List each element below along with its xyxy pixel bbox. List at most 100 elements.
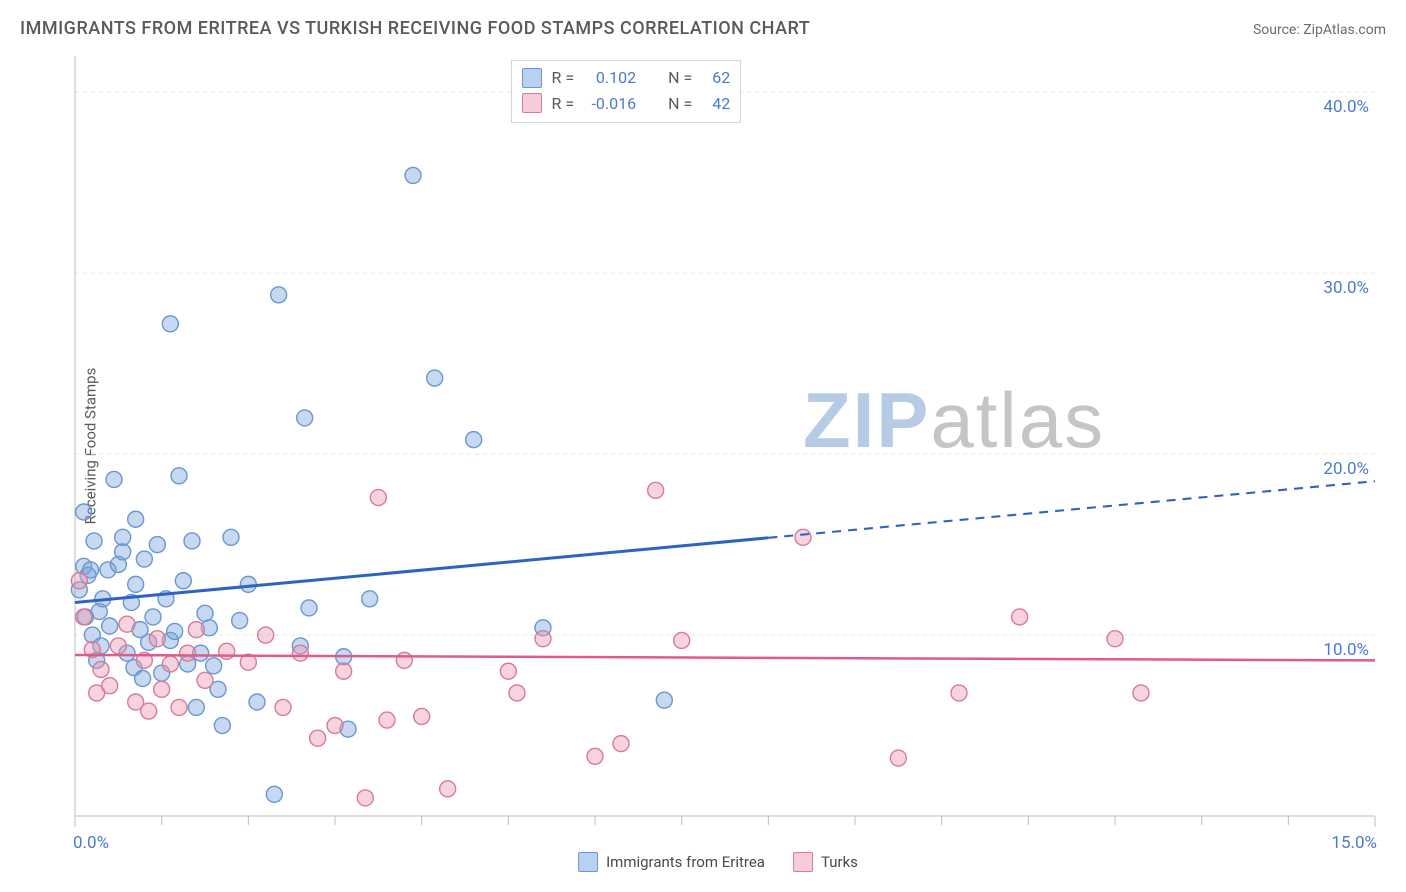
stat-n-value: 42 (702, 91, 730, 117)
data-point (258, 627, 274, 643)
stat-n-label: N = (668, 91, 692, 117)
data-point (171, 468, 187, 484)
correlation-stats-box: R = 0.102 N = 62 R = -0.016 N = 42 (511, 60, 742, 123)
trend-line-extrapolated (768, 481, 1375, 538)
data-point (795, 529, 811, 545)
data-point (119, 616, 135, 632)
data-point (197, 605, 213, 621)
data-point (71, 573, 87, 589)
data-point (379, 712, 395, 728)
stat-r-label: R = (552, 91, 575, 117)
data-point (1107, 631, 1123, 647)
svg-text:0.0%: 0.0% (73, 833, 109, 853)
data-point (135, 670, 151, 686)
stat-r-label: R = (552, 65, 575, 91)
data-point (297, 410, 313, 426)
data-point (223, 529, 239, 545)
data-point (301, 600, 317, 616)
data-point (136, 551, 152, 567)
data-point (154, 681, 170, 697)
data-point (232, 613, 248, 629)
legend-item: Turks (793, 852, 858, 872)
data-point (197, 672, 213, 688)
data-point (106, 471, 122, 487)
svg-text:10.0%: 10.0% (1323, 640, 1369, 660)
data-point (214, 718, 230, 734)
data-point (1133, 685, 1149, 701)
chart-title: IMMIGRANTS FROM ERITREA VS TURKISH RECEI… (20, 18, 810, 39)
stats-row: R = 0.102 N = 62 (522, 65, 731, 91)
data-point (405, 167, 421, 183)
svg-text:15.0%: 15.0% (1331, 833, 1377, 853)
data-point (162, 316, 178, 332)
legend-swatch (522, 68, 542, 88)
data-point (188, 699, 204, 715)
data-point (93, 661, 109, 677)
data-point (613, 736, 629, 752)
data-point (180, 645, 196, 661)
data-point (128, 576, 144, 592)
svg-text:20.0%: 20.0% (1323, 459, 1369, 479)
data-point (162, 656, 178, 672)
data-point (648, 482, 664, 498)
data-point (145, 609, 161, 625)
legend-swatch (522, 93, 542, 113)
data-point (128, 511, 144, 527)
data-point (206, 658, 222, 674)
stat-n-label: N = (668, 65, 692, 91)
data-point (500, 663, 516, 679)
data-point (674, 632, 690, 648)
data-point (115, 544, 131, 560)
data-point (115, 529, 131, 545)
data-point (362, 591, 378, 607)
data-point (167, 623, 183, 639)
legend-item: Immigrants from Eritrea (578, 852, 765, 872)
legend-swatch (578, 852, 598, 872)
data-point (357, 790, 373, 806)
data-point (1012, 609, 1028, 625)
data-point (396, 652, 412, 668)
trend-line (75, 538, 768, 603)
data-point (249, 694, 265, 710)
stat-r-value: 0.102 (584, 65, 636, 91)
data-point (86, 533, 102, 549)
trend-line (75, 655, 1375, 660)
data-point (188, 622, 204, 638)
source-attribution: Source: ZipAtlas.com (1253, 22, 1386, 38)
legend-label: Immigrants from Eritrea (606, 853, 765, 871)
data-point (141, 703, 157, 719)
data-point (656, 692, 672, 708)
data-point (292, 645, 308, 661)
svg-text:30.0%: 30.0% (1323, 278, 1369, 298)
stat-n-value: 62 (702, 65, 730, 91)
data-point (310, 730, 326, 746)
data-point (149, 631, 165, 647)
data-point (890, 750, 906, 766)
chart-container: Receiving Food Stamps 10.0%20.0%30.0%40.… (50, 56, 1386, 836)
data-point (149, 537, 165, 553)
data-point (587, 748, 603, 764)
source-link[interactable]: ZipAtlas.com (1303, 22, 1386, 38)
data-point (76, 504, 92, 520)
stat-r-value: -0.016 (584, 91, 636, 117)
data-point (76, 609, 92, 625)
data-point (414, 708, 430, 724)
svg-text:40.0%: 40.0% (1323, 97, 1369, 117)
legend: Immigrants from Eritrea Turks (578, 852, 858, 872)
data-point (275, 699, 291, 715)
data-point (102, 678, 118, 694)
data-point (271, 287, 287, 303)
scatter-plot: 10.0% 20.0% 30.0% 40.0% 0.0% 15.0% (50, 56, 1385, 856)
data-point (336, 663, 352, 679)
data-point (370, 490, 386, 506)
data-point (266, 786, 282, 802)
data-point (440, 781, 456, 797)
data-point (102, 618, 118, 634)
data-point (110, 638, 126, 654)
data-point (175, 573, 191, 589)
data-point (327, 718, 343, 734)
data-point (535, 631, 551, 647)
data-point (466, 432, 482, 448)
legend-label: Turks (821, 853, 858, 871)
data-point (171, 699, 187, 715)
